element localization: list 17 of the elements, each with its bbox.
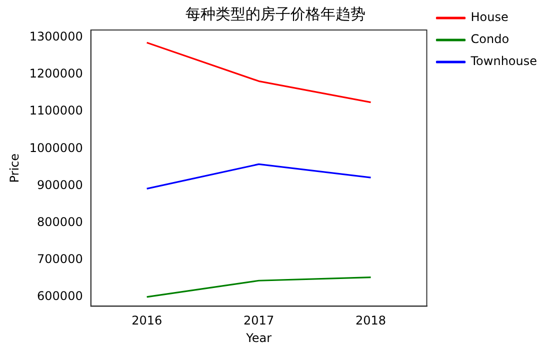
y-tick-label: 600000 [37, 289, 83, 304]
y-tick-label: 1300000 [29, 30, 83, 44]
y-tick-label: 900000 [37, 178, 83, 192]
y-tick-label: 700000 [37, 252, 83, 266]
y-tick-label: 800000 [37, 214, 83, 229]
y-tick-label: 1100000 [29, 104, 83, 118]
x-tick-label: 2016 [132, 314, 162, 328]
x-tick-label: 2018 [356, 314, 386, 328]
y-tick-label: 1200000 [29, 66, 83, 81]
legend-label: House [470, 10, 508, 24]
legend-label: Townhouse [470, 54, 538, 68]
y-axis-title: Price [7, 153, 22, 183]
y-tick-label: 1000000 [29, 140, 83, 155]
x-axis-title: Year [245, 330, 272, 345]
chart-title: 每种类型的房子价格年趋势 [186, 4, 366, 23]
legend-label: Condo [470, 32, 510, 46]
x-tick-label: 2017 [244, 314, 274, 328]
